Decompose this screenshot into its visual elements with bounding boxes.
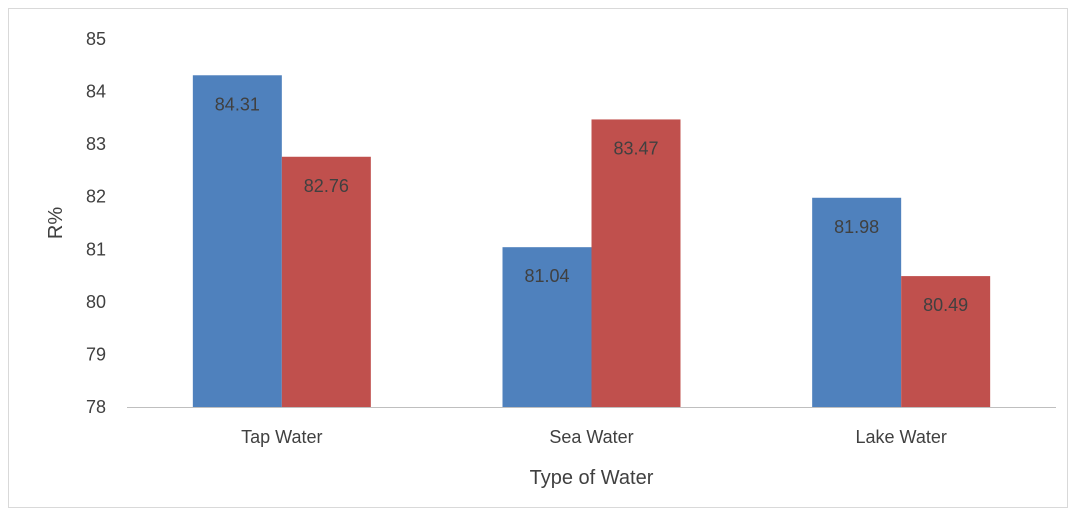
x-axis-ticks: Tap Water Sea Water Lake Water (241, 427, 947, 447)
x-axis-title: Type of Water (530, 467, 654, 489)
data-label: 83.47 (613, 138, 658, 158)
y-tick-label: 84 (86, 82, 106, 102)
data-label: 84.31 (215, 94, 260, 114)
bar-series-2-tap-water (281, 156, 371, 407)
bar-series-2-sea-water (591, 119, 681, 407)
y-tick-label: 80 (86, 292, 106, 312)
data-label: 81.98 (834, 217, 879, 237)
x-tick-label: Sea Water (549, 427, 633, 447)
bar-series-1-sea-water (502, 247, 592, 407)
y-tick-label: 81 (86, 239, 106, 259)
bar-series-1-lake-water (812, 197, 902, 407)
bars (192, 75, 991, 407)
y-tick-label: 85 (86, 29, 106, 49)
bar-series-2-lake-water (901, 276, 991, 407)
y-tick-label: 78 (86, 397, 106, 417)
data-labels: 84.31 82.76 81.04 83.47 81.98 80.49 (215, 94, 968, 315)
bar-series-1-tap-water (192, 75, 282, 407)
y-axis-ticks: 78 79 80 81 82 83 84 85 (86, 29, 106, 417)
y-tick-label: 79 (86, 344, 106, 364)
y-axis-title: R% (45, 207, 67, 239)
y-tick-label: 82 (86, 187, 106, 207)
data-label: 82.76 (304, 176, 349, 196)
x-tick-label: Tap Water (241, 427, 322, 447)
data-label: 80.49 (923, 295, 968, 315)
data-label: 81.04 (524, 266, 569, 286)
x-tick-label: Lake Water (855, 427, 946, 447)
y-tick-label: 83 (86, 134, 106, 154)
